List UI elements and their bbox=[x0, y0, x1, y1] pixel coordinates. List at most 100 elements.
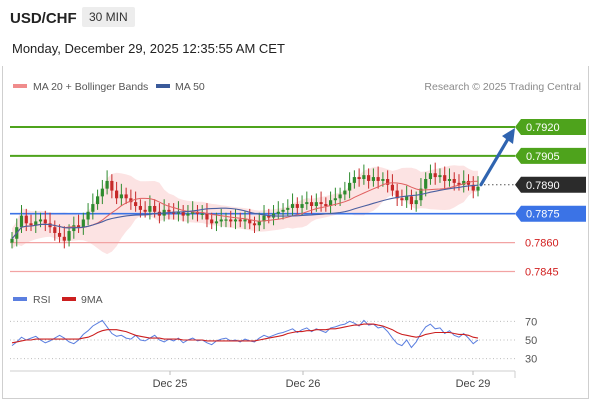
timeframe-badge[interactable]: 30 MIN bbox=[82, 7, 135, 27]
candle-body bbox=[119, 194, 123, 199]
candle-body bbox=[153, 205, 157, 212]
level-label-0.7920: 0.7920 bbox=[526, 122, 560, 134]
candle-body bbox=[53, 227, 57, 233]
candle-body bbox=[338, 194, 342, 199]
candle-body bbox=[357, 177, 361, 180]
candle-body bbox=[276, 211, 280, 214]
level-label-0.7845: 0.7845 bbox=[525, 267, 559, 279]
candle-body bbox=[105, 180, 109, 189]
candle-body bbox=[62, 236, 66, 241]
candle-body bbox=[248, 219, 252, 224]
rsi-legend: RSI 9MA bbox=[13, 294, 103, 306]
main-legend: MA 20 + Bollinger Bands MA 50 Research ©… bbox=[13, 81, 581, 93]
rsi-tick-label: 70 bbox=[525, 316, 537, 328]
candle-body bbox=[143, 209, 147, 212]
candle-body bbox=[10, 238, 14, 243]
candle-body bbox=[186, 213, 190, 216]
candle-body bbox=[457, 182, 461, 185]
candle-body bbox=[443, 175, 447, 181]
candle-body bbox=[167, 209, 171, 212]
candle-body bbox=[290, 204, 295, 208]
candle-body bbox=[67, 231, 71, 241]
candle-body bbox=[257, 221, 261, 226]
candle-body bbox=[110, 180, 114, 191]
candle-body bbox=[19, 215, 24, 228]
candle-body bbox=[324, 204, 328, 206]
ma50-line bbox=[11, 184, 479, 240]
candle-body bbox=[138, 205, 142, 210]
candle-body bbox=[343, 190, 347, 195]
watermark: Research © 2025 Trading Central bbox=[424, 81, 581, 93]
candle-body bbox=[100, 188, 104, 197]
candle-body bbox=[124, 194, 128, 199]
candle-body bbox=[367, 175, 371, 181]
candle-body bbox=[48, 223, 52, 228]
candle-body bbox=[447, 179, 452, 181]
chart-header: USD/CHF 30 MIN bbox=[0, 0, 590, 36]
candle-body bbox=[229, 219, 233, 222]
candle-body bbox=[243, 219, 247, 222]
candle-body bbox=[319, 202, 323, 205]
candle-body bbox=[400, 198, 404, 201]
candle-body bbox=[281, 209, 285, 212]
candle-body bbox=[219, 219, 223, 222]
bollinger-band bbox=[12, 165, 478, 255]
candle-body bbox=[81, 219, 85, 228]
candle-body bbox=[433, 173, 437, 178]
candle-body bbox=[95, 196, 100, 205]
candle-body bbox=[176, 211, 181, 214]
candle-body bbox=[424, 179, 428, 189]
candle-body bbox=[376, 177, 380, 181]
ma-bb-legend-label: MA 20 + Bollinger Bands bbox=[33, 81, 148, 93]
candle-body bbox=[148, 205, 152, 212]
symbol-title: USD/CHF bbox=[10, 10, 77, 27]
candle-body bbox=[471, 184, 475, 191]
candle-body bbox=[29, 223, 33, 226]
candle-body bbox=[57, 232, 62, 237]
candle-body bbox=[134, 202, 138, 206]
candle-body bbox=[405, 196, 409, 201]
level-tag-0.7905 bbox=[515, 147, 586, 164]
rsi-ma-line bbox=[11, 323, 479, 344]
candle-body bbox=[43, 219, 47, 224]
candle-body bbox=[91, 204, 95, 212]
rsi-tick-label: 30 bbox=[525, 354, 537, 366]
candle-body bbox=[305, 202, 309, 205]
candle-body bbox=[86, 211, 90, 220]
candle-body bbox=[181, 211, 185, 216]
candle-body bbox=[395, 190, 399, 199]
candle-body bbox=[428, 173, 433, 180]
candle-body bbox=[414, 200, 418, 205]
candle-body bbox=[386, 179, 390, 185]
candle-body bbox=[452, 179, 456, 183]
candle-body bbox=[390, 184, 395, 191]
rsi-ma-legend-label: 9MA bbox=[81, 294, 103, 306]
candle-body bbox=[438, 175, 442, 178]
x-tick-label: Dec 29 bbox=[456, 378, 491, 390]
candle-body bbox=[381, 179, 385, 181]
forecast-arrow-shaft bbox=[479, 137, 510, 187]
level-tag-0.7890 bbox=[515, 176, 586, 193]
candle-body bbox=[466, 180, 471, 185]
candle-body bbox=[34, 221, 38, 226]
candle-body bbox=[224, 219, 228, 221]
candle-body bbox=[200, 213, 204, 215]
candle-body bbox=[214, 221, 219, 224]
candle-body bbox=[295, 204, 299, 208]
rsi-swatch bbox=[13, 297, 27, 301]
level-tag-0.7920 bbox=[515, 118, 586, 135]
candle-body bbox=[267, 215, 271, 218]
level-label-0.7875: 0.7875 bbox=[526, 209, 560, 221]
candle-body bbox=[328, 200, 333, 206]
candle-body bbox=[233, 219, 238, 222]
candle-body bbox=[348, 182, 352, 191]
candle-body bbox=[252, 223, 257, 226]
forecast-arrow-head bbox=[502, 127, 515, 144]
candle-body bbox=[362, 175, 366, 180]
rsi-legend-label: RSI bbox=[33, 294, 51, 306]
level-label-0.7860: 0.7860 bbox=[525, 238, 559, 250]
main-plot: 0.7920 0.7905 0.7890 0.7875 0.7860 0.7845 bbox=[10, 118, 586, 279]
level-tag-0.7875 bbox=[515, 205, 586, 222]
timestamp: Monday, December 29, 2025 12:35:55 AM CE… bbox=[12, 41, 285, 56]
